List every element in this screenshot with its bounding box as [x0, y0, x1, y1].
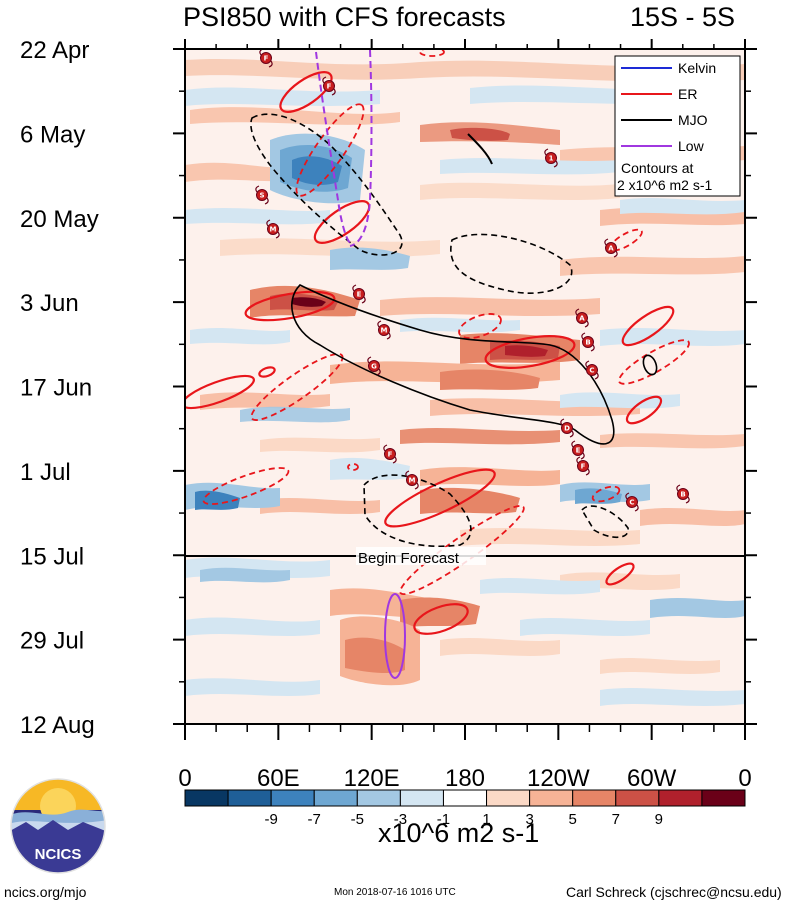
colorbar-segment: [270, 789, 315, 807]
colorbar-label: 5: [569, 811, 577, 828]
x-tick-label: 60E: [257, 765, 300, 792]
x-tick-label: 120W: [527, 765, 590, 792]
storm-marker: A: [604, 238, 618, 258]
x-tick-label: 60W: [627, 765, 677, 792]
storm-marker: M: [266, 219, 280, 239]
ncics-logo: NCICS: [10, 778, 106, 874]
y-tick-label: 29 Jul: [20, 628, 84, 655]
storm-marker: E: [571, 440, 585, 460]
storm-marker: B: [581, 332, 595, 352]
y-tick-label: 12 Aug: [20, 712, 95, 739]
storm-marker: D: [560, 418, 574, 438]
storm-marker: F: [322, 76, 336, 96]
y-tick-label: 6 May: [20, 121, 85, 148]
legend-label-mjo: MJO: [678, 112, 708, 128]
storm-marker-label: F: [327, 83, 332, 91]
colorbar-segment: [442, 789, 488, 807]
storm-marker-label: M: [409, 477, 416, 485]
contour-note-line1: Contours at: [621, 160, 693, 176]
y-tick-label: 22 Apr: [20, 37, 89, 64]
storm-marker-label: M: [270, 226, 277, 234]
footer-timestamp: Mon 2018-07-16 1016 UTC: [334, 887, 456, 898]
colorbar-segment: [529, 789, 574, 807]
y-tick-label: 15 Jul: [20, 543, 84, 570]
storm-marker-label: E: [576, 447, 581, 455]
storm-marker: F: [383, 444, 397, 464]
storm-marker-label: A: [608, 245, 614, 253]
footer-url: ncics.org/mjo: [4, 884, 87, 900]
storm-marker-label: M: [381, 327, 388, 335]
legend-label-low: Low: [678, 138, 705, 154]
x-tick-label: 0: [178, 765, 191, 792]
storm-marker-label: C: [589, 367, 594, 375]
storm-marker: A: [575, 308, 589, 328]
x-tick-label: 0: [738, 765, 751, 792]
y-axis: 22 Apr 6 May 20 May 3 Jun 17 Jun 1 Jul 15 Jul 2…: [20, 37, 757, 739]
y-tick-label: 1 Jul: [20, 459, 71, 486]
x-axis: 0 60E 120E 180 120W 60W 0: [178, 39, 752, 792]
storm-marker: S: [255, 185, 269, 205]
colorbar-segment: [572, 789, 617, 807]
colorbar-segment: [615, 789, 660, 807]
colorbar-segment: [486, 789, 531, 807]
storm-marker-label: B: [680, 491, 685, 499]
legend-label-kelvin: Kelvin: [678, 60, 716, 76]
x-tick-label: 180: [445, 765, 485, 792]
colorbar-label: 1: [482, 811, 490, 828]
legend-label-er: ER: [678, 86, 697, 102]
storm-marker-label: A: [579, 315, 585, 323]
storm-marker-label: C: [629, 499, 634, 507]
storm-marker-label: G: [371, 363, 377, 371]
storm-marker: G: [367, 356, 381, 376]
storm-marker: M: [377, 320, 391, 340]
region-label: 15S - 5S: [630, 2, 736, 32]
chart-title: PSI850 with CFS forecasts: [183, 2, 506, 32]
colorbar-segment: [227, 789, 272, 807]
colorbar-segment: [356, 789, 401, 807]
footer-author: Carl Schreck (cjschrec@ncsu.edu): [566, 884, 782, 900]
colorbar-segment: [701, 789, 746, 807]
storm-marker: 1: [544, 148, 558, 168]
colorbar-label: 3: [525, 811, 533, 828]
logo-text: NCICS: [35, 846, 82, 863]
contour-note-line2: 2 x10^6 m2 s-1: [617, 177, 712, 193]
colorbar-segment: [399, 789, 444, 807]
colorbar-segment: [658, 789, 703, 807]
storm-marker: E: [352, 284, 366, 304]
colorbar: -9 -7 -5 -3 -1 1 3 5 7 9: [184, 789, 746, 828]
units-label: x10^6 m2 s-1: [378, 818, 540, 848]
storm-marker: F: [576, 456, 590, 476]
colorbar-label: -1: [437, 811, 450, 828]
storm-marker-label: 1: [549, 155, 554, 163]
x-tick-label: 120E: [344, 765, 400, 792]
storm-marker: C: [585, 360, 599, 380]
storm-marker-label: F: [388, 451, 393, 459]
forecast-label: Begin Forecast: [358, 550, 460, 567]
y-tick-label: 3 Jun: [20, 290, 79, 317]
storm-marker-label: S: [259, 192, 264, 200]
colorbar-label: -5: [351, 811, 364, 828]
colorbar-label: -7: [308, 811, 321, 828]
storm-marker: B: [676, 484, 690, 504]
y-tick-label: 20 May: [20, 206, 99, 233]
colorbar-segment: [184, 789, 229, 807]
colorbar-label: 7: [612, 811, 620, 828]
colorbar-segment: [313, 789, 358, 807]
colorbar-label: -9: [264, 811, 277, 828]
storm-marker: M: [405, 470, 419, 490]
storm-marker: C: [625, 492, 639, 512]
storm-marker-label: B: [585, 339, 590, 347]
legend: Kelvin ER MJO Low Contours at 2 x10^6 m2 s-…: [614, 55, 741, 197]
colorbar-label: 9: [655, 811, 663, 828]
storm-marker-label: F: [264, 55, 269, 63]
colorbar-label: -3: [394, 811, 407, 828]
y-tick-label: 17 Jun: [20, 375, 92, 402]
storm-marker-label: D: [564, 425, 570, 433]
storm-marker-label: E: [357, 291, 362, 299]
storm-marker-label: F: [581, 463, 586, 471]
